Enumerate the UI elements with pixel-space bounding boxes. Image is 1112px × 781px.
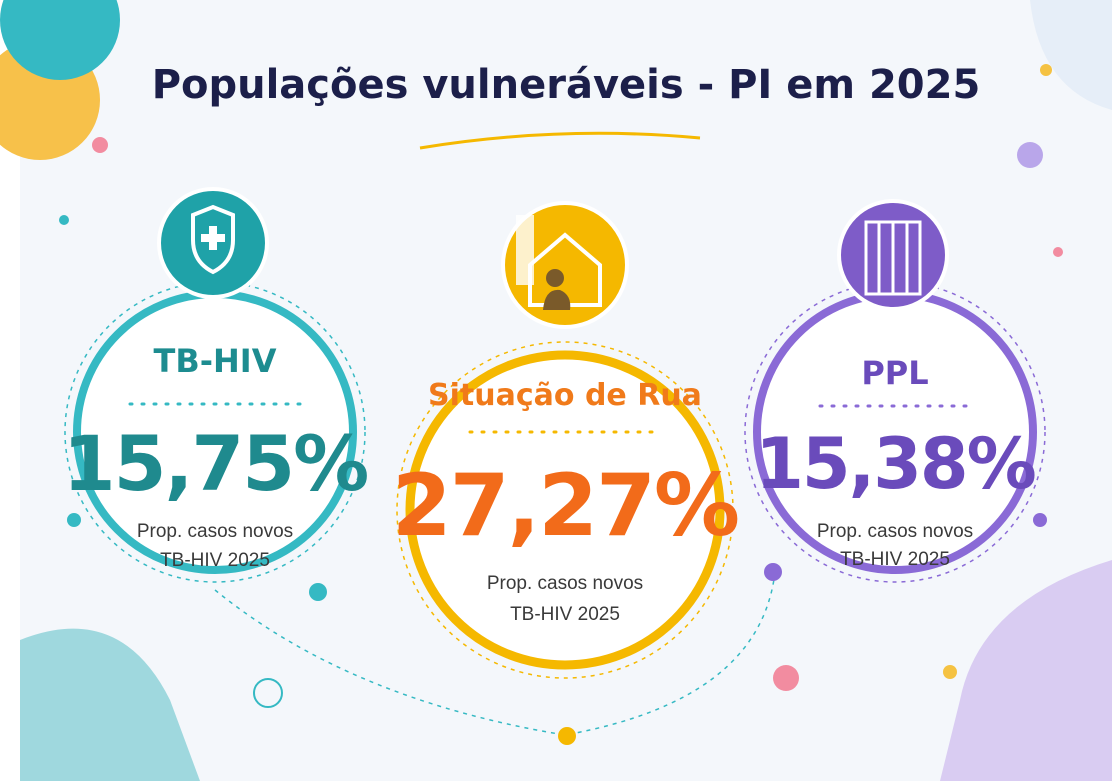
card-caption: Prop. casos novos <box>487 573 643 594</box>
dot <box>67 513 81 527</box>
dot <box>92 137 108 153</box>
dot <box>558 727 576 745</box>
infographic: Populações vulneráveis - PI em 2025 TB-H… <box>0 0 1112 781</box>
building-icon <box>516 215 534 285</box>
dot <box>773 665 799 691</box>
card-label: Situação de Rua <box>428 378 702 413</box>
card-label: PPL <box>861 354 928 392</box>
card-caption: TB-HIV 2025 <box>840 549 950 570</box>
person-icon <box>546 269 564 287</box>
card-caption: Prop. casos novos <box>137 521 293 542</box>
dot <box>1033 513 1047 527</box>
dot <box>1053 247 1063 257</box>
dot <box>764 563 782 581</box>
dot <box>59 215 69 225</box>
card-label: TB-HIV <box>154 342 277 380</box>
page: Populações vulneráveis - PI em 2025 TB-H… <box>0 0 1112 781</box>
card-caption: Prop. casos novos <box>817 521 973 542</box>
title: Populações vulneráveis - PI em 2025 <box>152 62 981 108</box>
dot <box>1017 142 1043 168</box>
card-caption: TB-HIV 2025 <box>160 550 270 571</box>
card-value: 27,27% <box>392 456 738 556</box>
card-value: 15,38% <box>755 423 1035 505</box>
dot <box>1040 64 1052 76</box>
dot <box>943 665 957 679</box>
dot <box>309 583 327 601</box>
card-value: 15,75% <box>63 419 368 508</box>
card-caption: TB-HIV 2025 <box>510 604 620 625</box>
